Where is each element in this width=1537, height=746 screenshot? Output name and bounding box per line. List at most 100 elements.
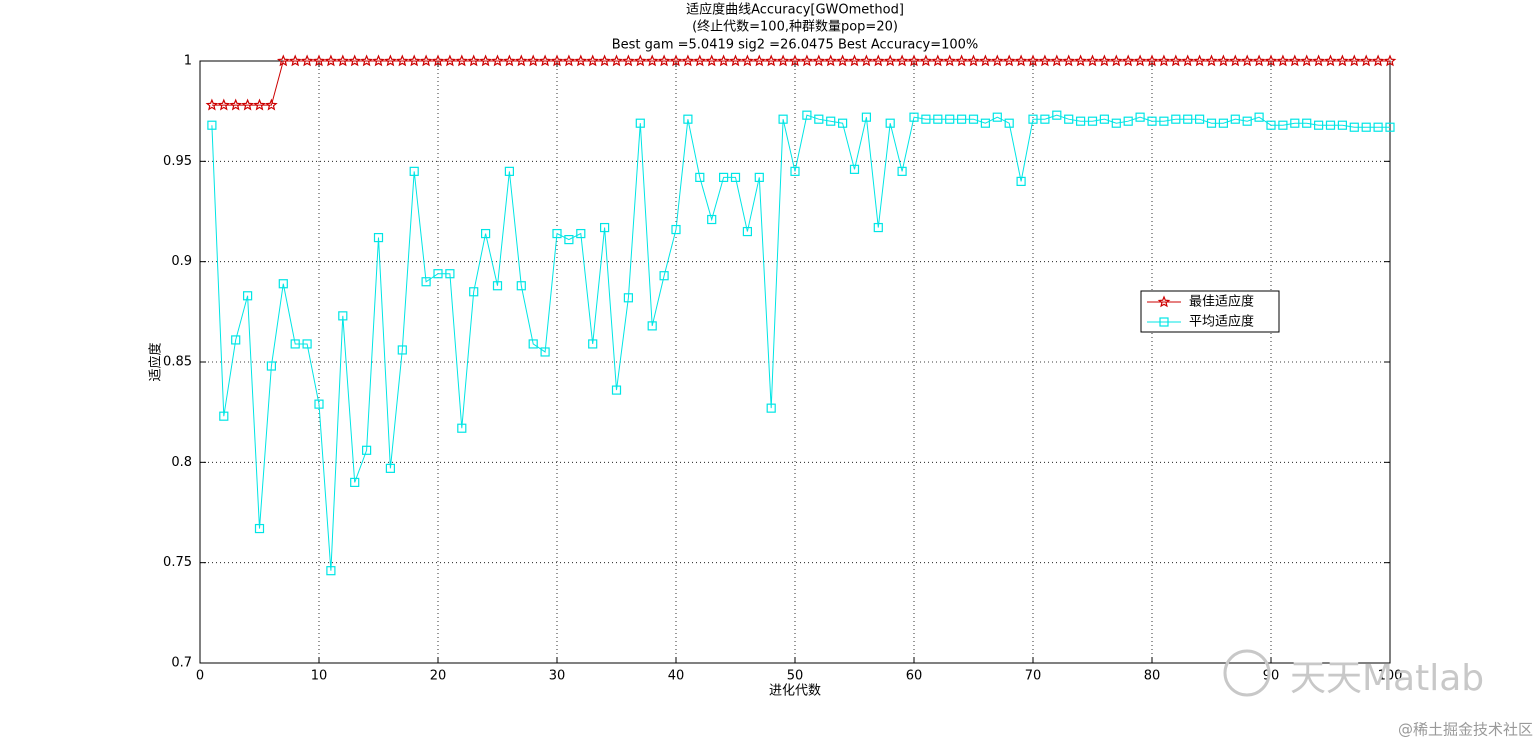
marker-square [576,228,586,239]
marker-square [1266,120,1276,130]
marker-square [933,114,943,124]
marker-star [1228,54,1242,67]
marker-square [897,166,907,176]
marker-star [967,54,980,67]
marker-square [469,287,479,297]
x-tick-label: 10 [311,669,328,684]
marker-square [730,172,741,182]
marker-square [1373,122,1383,132]
marker-star [645,54,659,67]
marker-square [611,385,622,395]
marker-square [766,403,776,413]
marker-square [1087,116,1098,126]
marker-square [457,423,467,433]
marker-square [254,523,265,534]
marker-star [610,54,623,67]
x-tick-label: 90 [1263,669,1280,684]
marker-star [1240,54,1254,67]
y-tick-label: 0.95 [163,154,192,169]
marker-square [433,269,443,279]
marker-star [990,54,1004,67]
marker-star [919,54,933,67]
marker-square [481,228,491,239]
marker-square [1254,112,1264,122]
marker-square [837,118,848,128]
marker-square [588,339,598,349]
marker-square [1194,114,1205,124]
marker-square [1159,317,1169,327]
x-tick-label: 100 [1378,669,1403,684]
marker-square [671,224,681,235]
series-line [211,60,1390,106]
watermark-icon [1223,649,1271,697]
marker-square [528,339,538,349]
marker-square [326,566,336,576]
chart-title: 适应度曲线Accuracy[GWOmethod] [686,2,904,18]
marker-square [1159,116,1169,126]
marker-square [1302,118,1312,128]
marker-star [871,54,885,67]
marker-star [1359,54,1373,67]
marker-star [265,98,278,111]
marker-square [540,347,550,357]
marker-square [231,335,241,345]
marker-star [1264,54,1278,67]
marker-square [599,222,610,233]
marker-square [1242,116,1252,126]
marker-star [741,54,754,67]
x-tick-label: 80 [1144,669,1161,684]
marker-square [1016,176,1026,186]
marker-square [873,222,883,233]
marker-star [788,54,802,67]
marker-square [718,172,729,182]
marker-square [1135,112,1145,122]
marker-square [1183,114,1193,124]
marker-square [754,172,764,182]
marker-star [1205,54,1218,67]
marker-star [1098,54,1111,67]
marker-square [1278,120,1288,130]
x-tick-label: 70 [1025,669,1042,684]
marker-star [336,54,350,67]
x-tick-label: 0 [196,669,204,684]
marker-square [623,293,634,303]
marker-star [395,54,409,67]
marker-square [814,114,824,124]
watermark-source: @稀土掘金技术社区 [1398,721,1533,739]
marker-star [705,54,719,67]
marker-square [504,166,514,176]
marker-square [516,281,526,291]
watermark-brand: 天天Matlab [1290,658,1484,699]
marker-star [848,54,861,67]
marker-square [921,114,931,124]
marker-square [909,112,919,122]
marker-star [1276,54,1290,67]
y-axis-label: 适应度 [148,342,164,381]
marker-star [1383,54,1397,67]
marker-star [253,98,266,111]
marker-square [1290,118,1300,128]
marker-square [373,232,384,243]
marker-square [1361,122,1371,132]
marker-star [1002,54,1016,67]
marker-square [219,411,229,421]
legend-label: 平均适应度 [1189,314,1254,330]
marker-star [503,54,516,67]
marker-square [385,463,395,473]
marker-square [778,114,788,124]
marker-square [1218,118,1229,128]
marker-square [492,281,503,291]
marker-star [752,54,766,67]
x-tick-label: 40 [668,669,685,684]
marker-square [968,114,979,124]
marker-square [445,269,455,279]
marker-star [1109,54,1123,67]
marker-star [514,54,528,67]
marker-star [1050,54,1064,67]
chart-subtitle: (终止代数=100,种群数量pop=20) [692,19,898,35]
marker-star [1347,54,1361,67]
marker-square [885,118,895,128]
